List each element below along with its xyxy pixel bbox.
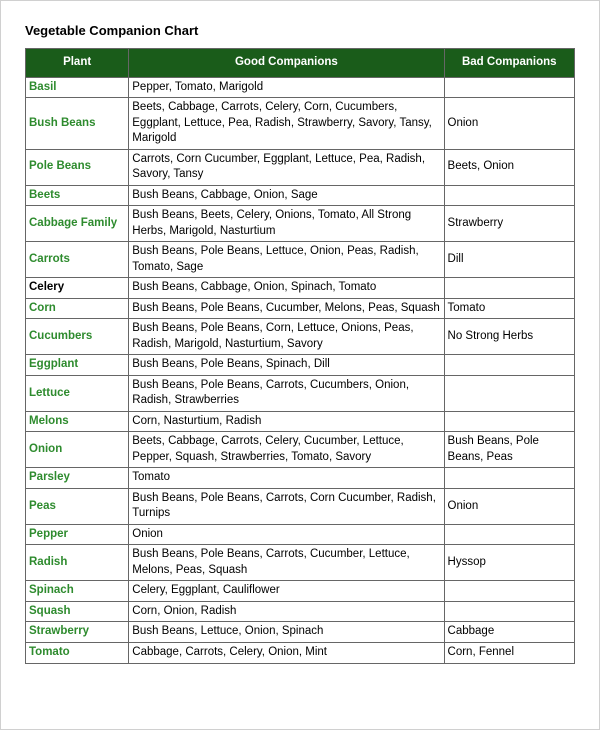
bad-companions: Hyssop [444,545,574,581]
plant-name: Pole Beans [26,149,129,185]
bad-companions: Tomato [444,298,574,319]
col-header-good: Good Companions [129,49,444,78]
plant-name: Parsley [26,468,129,489]
plant-name: Corn [26,298,129,319]
table-row: BasilPepper, Tomato, Marigold [26,77,575,98]
good-companions: Beets, Cabbage, Carrots, Celery, Corn, C… [129,98,444,150]
table-row: Bush BeansBeets, Cabbage, Carrots, Celer… [26,98,575,150]
good-companions: Bush Beans, Lettuce, Onion, Spinach [129,622,444,643]
plant-name: Melons [26,411,129,432]
bad-companions [444,581,574,602]
companion-table: Plant Good Companions Bad Companions Bas… [25,48,575,664]
plant-name: Cabbage Family [26,206,129,242]
bad-companions [444,355,574,376]
table-row: SquashCorn, Onion, Radish [26,601,575,622]
table-row: OnionBeets, Cabbage, Carrots, Celery, Cu… [26,432,575,468]
plant-name: Strawberry [26,622,129,643]
plant-name: Celery [26,278,129,299]
good-companions: Bush Beans, Cabbage, Onion, Sage [129,185,444,206]
table-row: CarrotsBush Beans, Pole Beans, Lettuce, … [26,242,575,278]
table-row: BeetsBush Beans, Cabbage, Onion, Sage [26,185,575,206]
bad-companions: Corn, Fennel [444,642,574,663]
plant-name: Spinach [26,581,129,602]
good-companions: Beets, Cabbage, Carrots, Celery, Cucumbe… [129,432,444,468]
good-companions: Bush Beans, Pole Beans, Carrots, Cucumbe… [129,375,444,411]
chart-title: Vegetable Companion Chart [25,23,575,38]
good-companions: Bush Beans, Pole Beans, Lettuce, Onion, … [129,242,444,278]
bad-companions: Dill [444,242,574,278]
plant-name: Radish [26,545,129,581]
good-companions: Cabbage, Carrots, Celery, Onion, Mint [129,642,444,663]
bad-companions: Cabbage [444,622,574,643]
plant-name: Eggplant [26,355,129,376]
bad-companions: Beets, Onion [444,149,574,185]
table-row: LettuceBush Beans, Pole Beans, Carrots, … [26,375,575,411]
plant-name: Basil [26,77,129,98]
table-row: ParsleyTomato [26,468,575,489]
plant-name: Peas [26,488,129,524]
plant-name: Pepper [26,524,129,545]
good-companions: Bush Beans, Cabbage, Onion, Spinach, Tom… [129,278,444,299]
table-row: PepperOnion [26,524,575,545]
plant-name: Tomato [26,642,129,663]
bad-companions [444,278,574,299]
table-row: StrawberryBush Beans, Lettuce, Onion, Sp… [26,622,575,643]
table-header-row: Plant Good Companions Bad Companions [26,49,575,78]
good-companions: Pepper, Tomato, Marigold [129,77,444,98]
bad-companions: Bush Beans, Pole Beans, Peas [444,432,574,468]
bad-companions [444,468,574,489]
col-header-bad: Bad Companions [444,49,574,78]
plant-name: Cucumbers [26,319,129,355]
good-companions: Bush Beans, Beets, Celery, Onions, Tomat… [129,206,444,242]
table-row: Pole BeansCarrots, Corn Cucumber, Eggpla… [26,149,575,185]
bad-companions [444,185,574,206]
plant-name: Lettuce [26,375,129,411]
good-companions: Celery, Eggplant, Cauliflower [129,581,444,602]
bad-companions [444,411,574,432]
bad-companions [444,524,574,545]
good-companions: Bush Beans, Pole Beans, Carrots, Cucumbe… [129,545,444,581]
table-row: TomatoCabbage, Carrots, Celery, Onion, M… [26,642,575,663]
plant-name: Beets [26,185,129,206]
good-companions: Corn, Onion, Radish [129,601,444,622]
bad-companions: Onion [444,488,574,524]
table-row: MelonsCorn, Nasturtium, Radish [26,411,575,432]
good-companions: Bush Beans, Pole Beans, Cucumber, Melons… [129,298,444,319]
good-companions: Bush Beans, Pole Beans, Spinach, Dill [129,355,444,376]
good-companions: Bush Beans, Pole Beans, Corn, Lettuce, O… [129,319,444,355]
good-companions: Bush Beans, Pole Beans, Carrots, Corn Cu… [129,488,444,524]
good-companions: Onion [129,524,444,545]
bad-companions: Onion [444,98,574,150]
table-row: CeleryBush Beans, Cabbage, Onion, Spinac… [26,278,575,299]
good-companions: Tomato [129,468,444,489]
good-companions: Carrots, Corn Cucumber, Eggplant, Lettuc… [129,149,444,185]
table-row: RadishBush Beans, Pole Beans, Carrots, C… [26,545,575,581]
plant-name: Carrots [26,242,129,278]
table-row: CucumbersBush Beans, Pole Beans, Corn, L… [26,319,575,355]
table-row: SpinachCelery, Eggplant, Cauliflower [26,581,575,602]
plant-name: Bush Beans [26,98,129,150]
bad-companions [444,77,574,98]
good-companions: Corn, Nasturtium, Radish [129,411,444,432]
table-row: PeasBush Beans, Pole Beans, Carrots, Cor… [26,488,575,524]
bad-companions: Strawberry [444,206,574,242]
table-row: CornBush Beans, Pole Beans, Cucumber, Me… [26,298,575,319]
bad-companions: No Strong Herbs [444,319,574,355]
col-header-plant: Plant [26,49,129,78]
bad-companions [444,601,574,622]
plant-name: Squash [26,601,129,622]
bad-companions [444,375,574,411]
plant-name: Onion [26,432,129,468]
table-row: EggplantBush Beans, Pole Beans, Spinach,… [26,355,575,376]
table-row: Cabbage FamilyBush Beans, Beets, Celery,… [26,206,575,242]
